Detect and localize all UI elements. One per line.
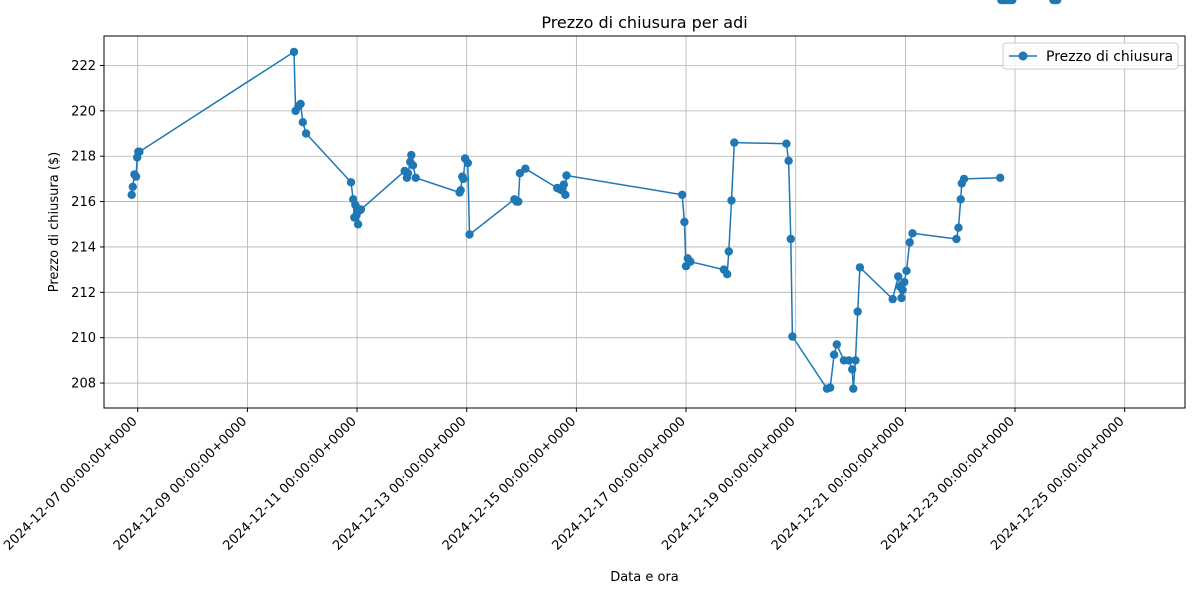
- legend-box: [1002, 42, 1179, 70]
- y-tick-label: 222: [71, 59, 96, 74]
- grid: [104, 36, 1185, 408]
- data-point: [463, 158, 472, 168]
- data-point: [686, 257, 695, 266]
- data-point: [521, 164, 530, 173]
- series-prezzo-di-chiusura: [127, 0, 1062, 393]
- data-point: [298, 118, 307, 127]
- y-axis: 208 210 212 214 216 218 220 222: [71, 59, 104, 392]
- y-tick-label: 214: [71, 240, 96, 255]
- data-point: [465, 230, 474, 239]
- data-point: [727, 196, 736, 205]
- data-point: [853, 307, 862, 316]
- y-tick-label: 218: [71, 150, 96, 165]
- data-point: [724, 247, 733, 256]
- data-point: [408, 161, 418, 170]
- data-point: [832, 340, 841, 349]
- data-point: [296, 99, 305, 109]
- data-point: [826, 383, 835, 392]
- data-point: [289, 47, 299, 57]
- data-point: [730, 138, 739, 147]
- data-point: [135, 147, 144, 156]
- legend-label: Prezzo di chiusura: [1046, 49, 1173, 65]
- data-point: [829, 350, 839, 359]
- data-point: [127, 190, 136, 199]
- data-point: [954, 223, 963, 232]
- plot-frame: [103, 35, 1186, 409]
- data-point: [559, 180, 568, 189]
- data-point: [952, 234, 961, 244]
- data-point: [131, 172, 141, 181]
- data-point: [849, 384, 858, 393]
- data-point: [562, 171, 571, 180]
- y-tick-label: 210: [71, 331, 96, 346]
- data-point: [959, 174, 969, 184]
- data-point: [353, 220, 363, 229]
- data-point: [407, 150, 416, 160]
- data-point: [851, 356, 860, 365]
- data-point: [456, 186, 465, 195]
- data-point: [514, 197, 523, 206]
- data-point: [680, 217, 689, 227]
- x-axis-title: Data e ora: [610, 570, 679, 585]
- data-point: [346, 178, 356, 187]
- data-point: [356, 205, 366, 214]
- legend-dot-marker: [1018, 51, 1028, 61]
- data-point: [786, 234, 795, 244]
- data-point: [411, 173, 420, 182]
- data-point: [1053, 0, 1062, 5]
- data-point: [788, 332, 797, 341]
- data-point: [784, 156, 793, 165]
- data-point: [403, 169, 413, 178]
- data-point: [897, 293, 906, 303]
- data-point: [844, 356, 854, 365]
- data-point: [894, 272, 903, 281]
- data-point: [1008, 0, 1017, 5]
- y-tick-label: 216: [71, 195, 96, 210]
- data-point: [908, 229, 917, 238]
- data-point: [678, 190, 687, 199]
- data-point: [723, 270, 732, 279]
- data-point: [459, 174, 468, 184]
- data-point: [855, 263, 865, 272]
- data-point: [898, 285, 907, 295]
- data-point: [848, 365, 857, 374]
- y-tick-label: 212: [71, 286, 96, 301]
- data-point: [128, 182, 137, 191]
- data-point: [561, 190, 570, 199]
- data-point: [888, 294, 897, 304]
- data-point: [902, 266, 911, 275]
- y-axis-title: Prezzo di chiusura ($): [47, 152, 62, 293]
- data-point: [905, 238, 914, 247]
- y-tick-label: 208: [71, 377, 96, 392]
- chart-title: Prezzo di chiusura per adi: [541, 13, 747, 32]
- data-point: [996, 173, 1005, 182]
- data-point: [900, 277, 909, 287]
- data-point: [301, 129, 311, 138]
- legend: Prezzo di chiusura: [1002, 42, 1179, 70]
- data-point: [956, 195, 965, 204]
- y-tick-label: 220: [71, 104, 96, 119]
- data-point: [782, 139, 791, 148]
